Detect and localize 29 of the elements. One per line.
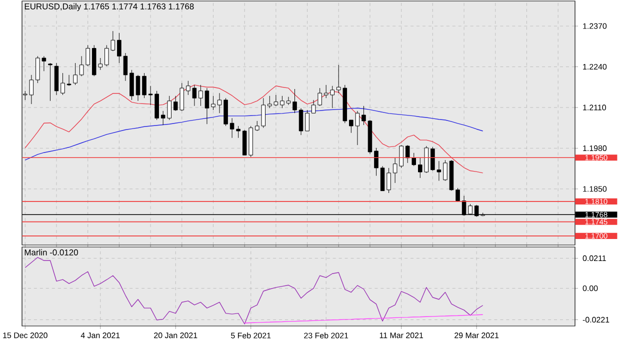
- candlestick: [211, 96, 216, 110]
- candlestick: [292, 88, 297, 114]
- candlestick: [380, 166, 385, 192]
- candlestick: [142, 72, 146, 98]
- chart-title: Marlin -0.0120: [24, 249, 78, 256]
- candlestick: [60, 72, 65, 96]
- candlestick: [305, 110, 310, 132]
- chart-title: EURUSD,Daily 1.1765 1.1774 1.1763 1.1768: [24, 3, 194, 12]
- candlestick: [374, 148, 378, 176]
- candlestick: [386, 168, 391, 194]
- candlestick: [456, 188, 460, 202]
- candlestick: [405, 144, 410, 164]
- candlestick: [148, 86, 153, 106]
- candlestick: [130, 70, 134, 100]
- candlestick: [66, 74, 72, 86]
- candlestick: [280, 96, 284, 108]
- candlestick: [217, 92, 222, 114]
- candlestick: [443, 160, 448, 182]
- candlestick: [48, 62, 52, 102]
- candlestick: [136, 74, 140, 102]
- candlestick: [286, 96, 291, 106]
- candlestick: [73, 62, 78, 86]
- candlestick: [117, 32, 122, 64]
- candlestick: [123, 52, 128, 82]
- candlestick: [198, 84, 203, 106]
- candlestick: [362, 106, 366, 126]
- candlestick: [204, 88, 210, 124]
- candlestick: [412, 152, 416, 166]
- candlestick: [298, 108, 304, 136]
